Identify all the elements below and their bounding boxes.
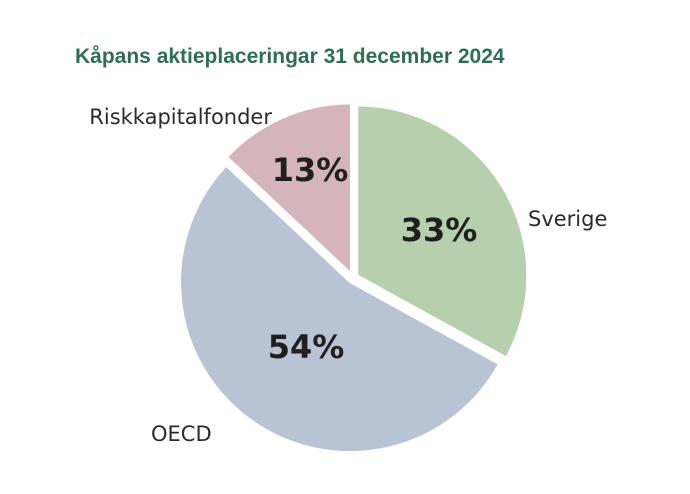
pie-slice-sverige [356, 104, 529, 359]
pie-labels: 33% Sverige 54% OECD 13%Riskkapitalfonder [89, 105, 607, 446]
pie-slice-riskkapitalfonder [225, 102, 353, 276]
pie-slices [179, 102, 529, 454]
chart-title: Kåpans aktieplaceringar 31 december 2024 [75, 45, 505, 68]
slice-category-label: Riskkapitalfonder [89, 105, 272, 129]
slice-value-label: 33% [401, 211, 478, 249]
slice-category-label: OECD [151, 422, 212, 446]
slice-value-label: 13% [272, 151, 349, 189]
pie-slice-oecd [179, 164, 501, 454]
slice-category-label: Sverige [528, 207, 607, 231]
slice-value-label: 54% [268, 328, 345, 366]
